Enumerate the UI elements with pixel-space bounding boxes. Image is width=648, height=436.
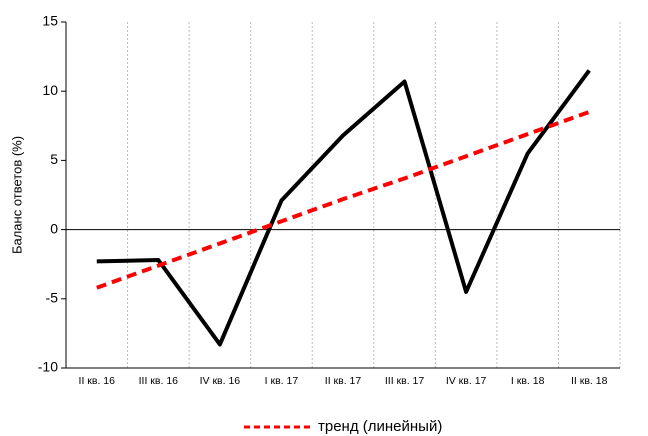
x-tick-label: I кв. 17 <box>265 375 299 387</box>
x-tick-label: II кв. 18 <box>571 375 608 387</box>
y-tick-label: 5 <box>50 151 58 167</box>
trend-line <box>96 110 590 290</box>
y-tick-label: -10 <box>38 359 58 375</box>
y-axis-label: Баланс ответов (%) <box>9 136 24 254</box>
x-tick-label: III кв. 17 <box>385 375 425 387</box>
y-tick-label: -5 <box>46 290 59 306</box>
y-tick-label: 0 <box>50 220 58 236</box>
x-tick-label: IV кв. 17 <box>446 375 487 387</box>
x-tick-label: IV кв. 16 <box>200 375 241 387</box>
x-tick-label: III кв. 16 <box>139 375 179 387</box>
legend-label: тренд (линейный) <box>318 418 442 435</box>
x-tick-label: II кв. 16 <box>79 375 116 387</box>
y-tick-label: 15 <box>42 13 58 29</box>
x-tick-label: I кв. 18 <box>511 375 545 387</box>
data-line <box>96 69 591 347</box>
x-tick-label: II кв. 17 <box>325 375 362 387</box>
y-tick-label: 10 <box>42 82 58 98</box>
